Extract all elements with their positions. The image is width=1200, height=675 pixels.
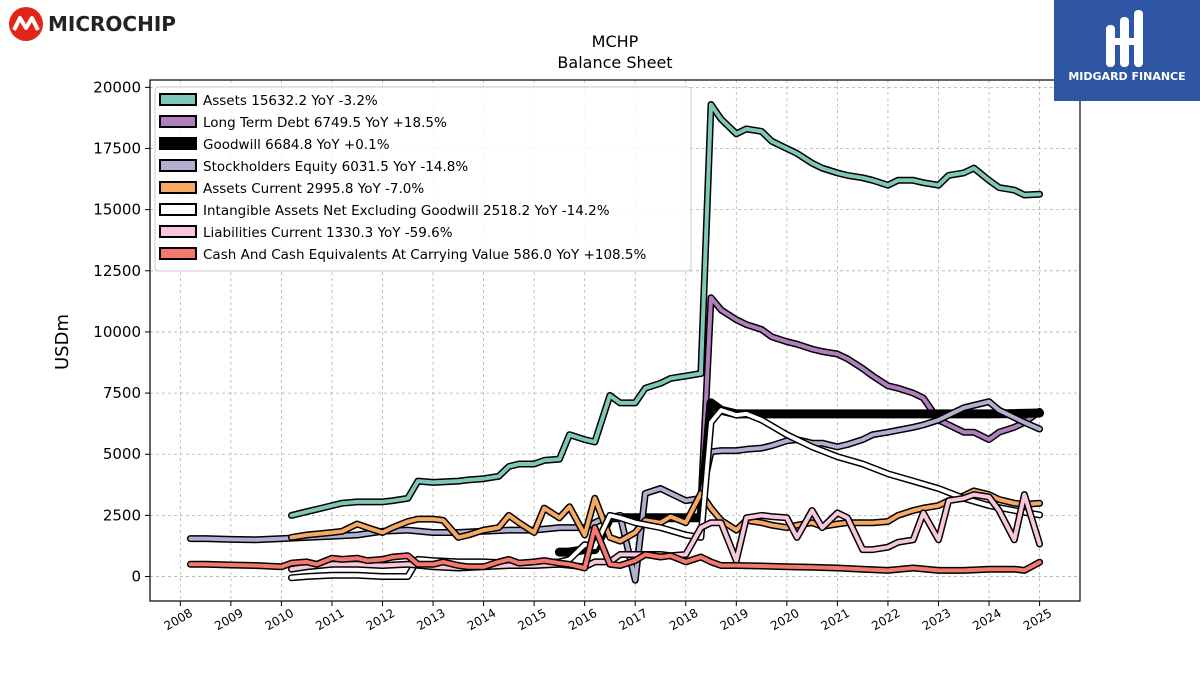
series-line-long-term-debt	[698, 295, 1042, 508]
chart-title: MCHP	[592, 32, 639, 51]
y-tick-label: 20000	[93, 78, 141, 96]
legend-swatch	[159, 225, 197, 238]
y-tick-label: 0	[131, 568, 141, 586]
legend-swatch	[159, 137, 197, 150]
x-tick-label: 2017	[616, 606, 649, 633]
chart-subtitle: Balance Sheet	[557, 53, 672, 72]
microchip-logo-icon	[9, 7, 43, 41]
y-tick-label: 12500	[93, 262, 141, 280]
series-lines	[186, 101, 1045, 584]
x-tick-label: 2024	[970, 606, 1003, 633]
y-tick-label: 7500	[103, 384, 141, 402]
x-tick-label: 2016	[566, 606, 599, 633]
midgard-logo-text: MIDGARD FINANCE	[1068, 70, 1185, 83]
legend-label: Long Term Debt 6749.5 YoY +18.5%	[203, 115, 447, 131]
series-line-assets	[289, 102, 1042, 518]
series-line-stockholders-equity	[188, 399, 1042, 583]
midgard-logo-icon	[1106, 10, 1143, 67]
y-tick-label: 2500	[103, 506, 141, 524]
legend-label: Assets 15632.2 YoY -3.2%	[203, 93, 378, 109]
legend-label: Cash And Cash Equivalents At Carrying Va…	[203, 247, 647, 263]
x-tick-label: 2012	[364, 606, 397, 633]
series-line-assets-current	[289, 488, 1042, 544]
legend-label: Liabilities Current 1330.3 YoY -59.6%	[203, 225, 453, 241]
legend-swatch	[159, 115, 197, 128]
x-tick-label: 2009	[212, 606, 245, 633]
legend-label: Goodwill 6684.8 YoY +0.1%	[203, 137, 390, 153]
legend-swatch	[159, 203, 197, 216]
microchip-logo-text: MICROCHIP	[48, 12, 176, 36]
legend-label: Intangible Assets Net Excluding Goodwill…	[203, 203, 610, 219]
x-tick-label: 2013	[414, 606, 447, 633]
x-tick-label: 2022	[869, 606, 902, 633]
x-tick-label: 2015	[515, 606, 548, 633]
x-tick-label: 2018	[667, 606, 700, 633]
x-tick-label: 2014	[465, 606, 498, 633]
y-axis-label: USDm	[52, 314, 73, 370]
x-tick-label: 2021	[819, 606, 852, 633]
series-line-cash-and-cash-equivalents-at-carrying-value	[188, 525, 1042, 573]
legend-label: Assets Current 2995.8 YoY -7.0%	[203, 181, 424, 197]
plot-frame	[149, 79, 1081, 602]
legend-swatch	[159, 247, 197, 260]
y-tick-label: 17500	[93, 139, 141, 157]
legend-swatch	[159, 159, 197, 172]
legend-label: Stockholders Equity 6031.5 YoY -14.8%	[203, 159, 468, 175]
legend: Assets 15632.2 YoY -3.2% Long Term Debt 6…	[154, 86, 692, 272]
legend-box	[154, 86, 692, 272]
x-tick-label: 2011	[313, 606, 346, 633]
x-tick-label: 2008	[162, 606, 195, 633]
legend-swatch	[159, 181, 197, 194]
x-tick-label: 2010	[263, 606, 296, 633]
y-tick-label: 10000	[93, 323, 141, 341]
legend-swatch	[159, 93, 197, 106]
y-tick-label: 5000	[103, 445, 141, 463]
microchip-logo: MICROCHIP	[8, 6, 178, 44]
x-tick-label: 2025	[1021, 606, 1054, 633]
y-tick-label: 15000	[93, 201, 141, 219]
x-tick-label: 2019	[718, 606, 751, 633]
midgard-finance-logo: MIDGARD FINANCE	[1054, 0, 1200, 101]
series-line-intangible-assets-net-excluding-goodwill	[289, 408, 1042, 580]
x-tick-label: 2020	[768, 606, 801, 633]
x-tick-label: 2023	[920, 606, 953, 633]
